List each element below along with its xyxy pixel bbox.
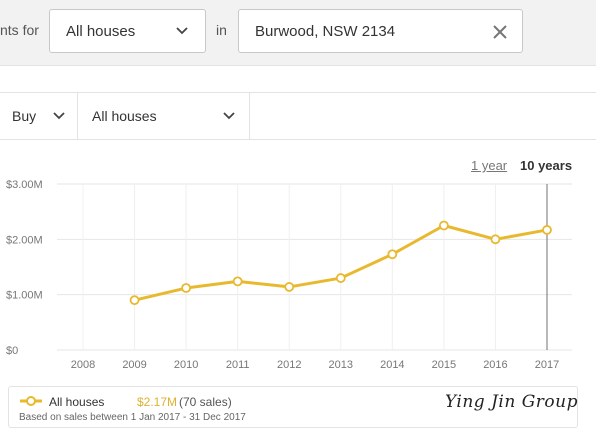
chart-legend: All houses $2.17M (70 sales) Based on sa… (8, 386, 578, 428)
chevron-down-icon (223, 112, 235, 120)
y-tick-label: $0 (6, 345, 18, 357)
legend-sales-count: (70 sales) (179, 395, 232, 409)
x-tick-label: 2014 (380, 359, 404, 371)
y-tick-label: $3.00M (6, 179, 43, 191)
x-tick-label: 2012 (277, 359, 301, 371)
range-10-years-link[interactable]: 10 years (520, 158, 573, 173)
legend-note: Based on sales between 1 Jan 2017 - 31 D… (19, 412, 246, 423)
location-value: Burwood, NSW 2134 (255, 23, 396, 40)
chevron-down-icon (53, 112, 65, 120)
y-tick-label: $1.00M (6, 290, 43, 302)
data-point (232, 276, 243, 287)
property-type-select[interactable]: All houses (49, 9, 206, 53)
filter-property-type-select[interactable]: All houses (78, 93, 250, 139)
chevron-down-icon (176, 27, 188, 35)
range-1-year-link[interactable]: 1 year (471, 158, 508, 173)
price-trend-chart: $0 $1.00M $2.00M $3.00M 2008 2009 2010 2011 2012… (0, 170, 596, 380)
legend-series-name: All houses (49, 395, 105, 409)
y-tick-label: $2.00M (6, 234, 43, 246)
data-point (542, 225, 552, 235)
price-trend-chart-svg: $0 $1.00M $2.00M $3.00M 2008 2009 2010 2011 2012… (6, 179, 572, 371)
data-point (181, 283, 192, 293)
buy-mode-select[interactable]: Buy (0, 93, 78, 139)
x-tick-label: 2013 (329, 359, 353, 371)
filter-row: Buy All houses (0, 92, 596, 140)
property-type-value: All houses (66, 23, 136, 40)
filter-property-type-value: All houses (92, 108, 157, 124)
x-tick-label: 2010 (174, 359, 198, 371)
search-prefix-label: nts for (0, 22, 39, 38)
data-point (438, 220, 449, 231)
x-tick-label: 2017 (535, 359, 559, 371)
data-point (129, 295, 140, 306)
series-marker-icon (20, 396, 42, 406)
close-icon[interactable] (490, 22, 510, 42)
x-tick-label: 2009 (122, 359, 146, 371)
x-tick-label: 2015 (432, 359, 456, 371)
data-point (335, 273, 346, 283)
data-point (490, 234, 501, 245)
location-input[interactable]: Burwood, NSW 2134 (238, 9, 523, 53)
search-bar: nts for All houses in Burwood, NSW 2134 (0, 0, 596, 66)
x-tick-label: 2008 (71, 359, 95, 371)
data-point (387, 249, 398, 260)
in-label: in (216, 22, 227, 38)
data-point (284, 282, 295, 292)
buy-mode-value: Buy (12, 108, 37, 124)
x-tick-label: 2016 (483, 359, 507, 371)
x-tick-label: 2011 (226, 359, 250, 371)
legend-median-price: $2.17M (137, 395, 178, 409)
watermark: Ying Jin Group (445, 392, 578, 412)
